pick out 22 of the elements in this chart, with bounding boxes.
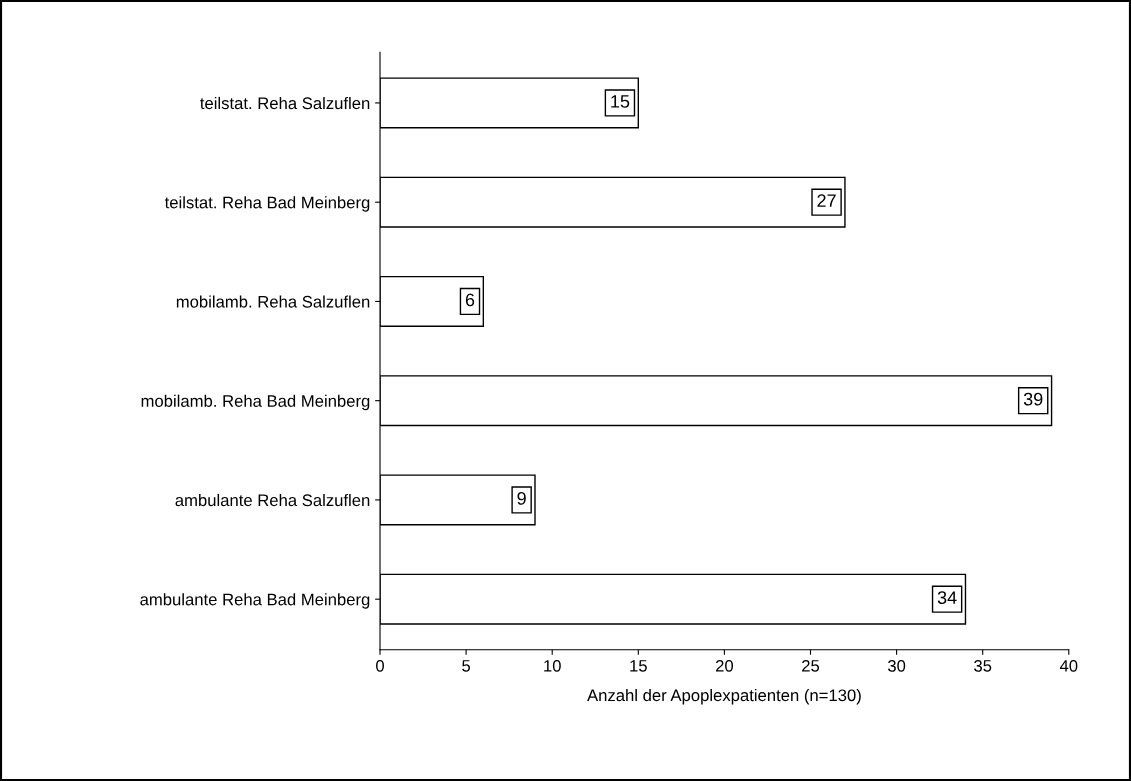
y-tick-label: mobilamb. Reha Bad Meinberg [141,394,370,411]
data-label: 15 [611,95,630,108]
x-tick-label: 30 [887,659,906,672]
y-tick-label: mobilamb. Reha Salzuflen [176,295,370,308]
x-axis-title: Anzahl der Apoplexpatienten (n=130) [587,688,861,705]
x-tick-label: 40 [1059,659,1078,672]
y-tick-label: teilstat. Reha Bad Meinberg [164,196,370,212]
x-tick-label: 35 [974,659,992,672]
x-tick-label: 0 [376,659,384,672]
data-label: 6 [465,293,475,307]
data-label: 27 [817,194,836,207]
x-tick-label: 10 [544,659,561,672]
data-label: 39 [1023,392,1043,406]
y-tick-label: teilstat. Reha Salzuflen [200,96,370,110]
data-label: 34 [937,591,957,605]
x-tick-label: 15 [630,660,647,672]
data-label: 9 [517,491,526,505]
x-tick-label: 5 [462,660,471,672]
x-tick-label: 25 [802,659,820,672]
y-tick-label: ambulante Reha Salzuflen [175,493,370,507]
x-tick-label: 20 [715,659,734,672]
y-tick-label: ambulante Reha Bad Meinberg [140,593,370,609]
